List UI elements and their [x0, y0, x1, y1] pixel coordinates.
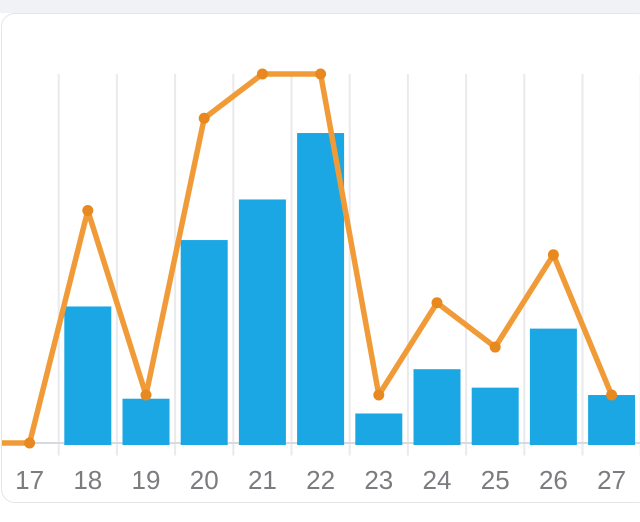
bar-23	[355, 413, 403, 445]
x-axis-label-21: 21	[248, 465, 277, 495]
point-20	[198, 112, 210, 124]
x-axis-label-20: 20	[190, 465, 219, 495]
point-25	[489, 341, 501, 353]
combo-chart: 17 18 19 20 21 22 23 24 25 26 27	[2, 68, 640, 495]
x-axis-label-23: 23	[364, 465, 393, 495]
bar-19	[122, 398, 170, 445]
point-21	[256, 68, 268, 80]
x-axis-label-25: 25	[481, 465, 510, 495]
bar-24	[413, 369, 461, 445]
x-axis-label-22: 22	[306, 465, 335, 495]
bar-27	[588, 395, 636, 445]
x-axis-label-19: 19	[132, 465, 161, 495]
x-axis-label-17: 17	[15, 465, 44, 495]
point-19	[140, 389, 152, 401]
x-axis-label-27: 27	[597, 465, 626, 495]
point-17	[24, 437, 36, 449]
point-22	[315, 68, 327, 80]
x-axis-label-18: 18	[73, 465, 102, 495]
top-band	[0, 0, 640, 13]
point-18	[82, 205, 94, 217]
x-axis-label-26: 26	[539, 465, 568, 495]
point-23	[373, 389, 385, 401]
bar-22	[297, 133, 345, 445]
trend-line	[2, 71, 615, 446]
bar-25	[471, 387, 519, 445]
point-27	[606, 389, 618, 401]
point-26	[547, 249, 559, 261]
x-axis-label-24: 24	[423, 465, 452, 495]
bar-20	[180, 240, 228, 445]
point-24	[431, 297, 443, 309]
bar-26	[529, 328, 577, 445]
bar-18	[64, 306, 112, 445]
bar-21	[238, 199, 286, 445]
chart-card: 17 18 19 20 21 22 23 24 25 26 27	[1, 13, 640, 503]
